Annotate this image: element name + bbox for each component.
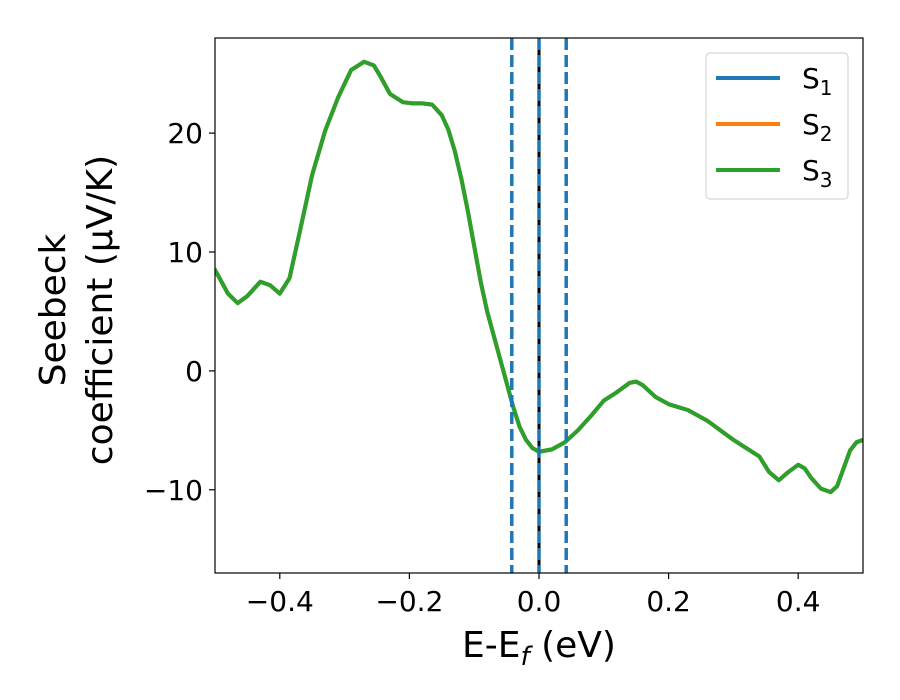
series-line-s3 bbox=[215, 59, 863, 495]
x-tick-label: 0.0 bbox=[517, 585, 562, 618]
x-tick-label: 0.2 bbox=[646, 585, 691, 618]
legend-label-s3: S3 bbox=[802, 154, 833, 192]
x-tick-label: −0.4 bbox=[246, 585, 314, 618]
series-lines bbox=[215, 59, 863, 495]
y-tick-label: −10 bbox=[144, 474, 203, 507]
legend-label-s1: S1 bbox=[802, 62, 833, 100]
y-axis-label-line2: coefficient (μV/K) bbox=[80, 155, 121, 465]
x-tick-label: 0.4 bbox=[776, 585, 821, 618]
y-tick-label: 10 bbox=[167, 236, 203, 269]
reference-lines bbox=[510, 38, 568, 573]
y-axis-ticks: −10 0 10 20 bbox=[144, 117, 215, 507]
y-axis-label-line1: Seebeck bbox=[33, 233, 74, 386]
y-tick-label: 0 bbox=[185, 355, 203, 388]
legend: S1 S2 S3 bbox=[705, 52, 849, 200]
y-tick-label: 20 bbox=[167, 117, 203, 150]
x-tick-label: −0.2 bbox=[375, 585, 443, 618]
x-axis-ticks: −0.4 −0.2 0.0 0.2 0.4 bbox=[246, 573, 821, 618]
x-axis-label: E-Ef (eV) bbox=[462, 625, 616, 672]
legend-label-s2: S2 bbox=[802, 108, 833, 146]
